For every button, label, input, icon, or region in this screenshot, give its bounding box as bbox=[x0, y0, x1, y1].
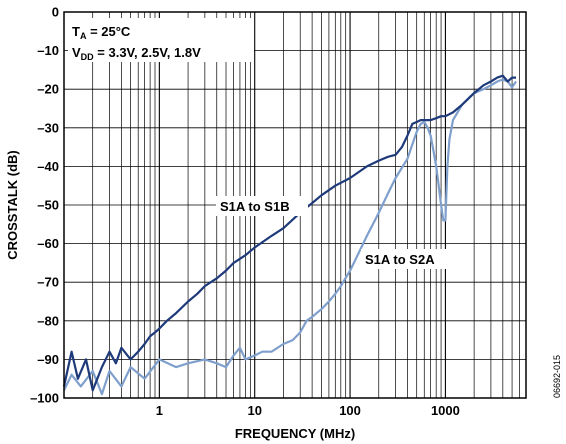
series-line-2 bbox=[63, 78, 517, 396]
y-axis-title: CROSSTALK (dB) bbox=[5, 150, 20, 260]
y-tick-label: –40 bbox=[37, 159, 59, 174]
y-tick-label: –90 bbox=[37, 352, 59, 367]
annotation-background bbox=[68, 18, 254, 62]
vdd-rest: = 3.3V, 2.5V, 1.8V bbox=[94, 45, 201, 60]
ta-subscript: A bbox=[80, 31, 87, 41]
series-label-s1a-s2a: S1A to S2A bbox=[365, 252, 435, 267]
y-tick-label: –30 bbox=[37, 120, 59, 135]
x-tick-label: 1000 bbox=[431, 403, 460, 418]
x-tick-label: 100 bbox=[339, 403, 361, 418]
vdd-subscript: DD bbox=[81, 52, 94, 62]
x-tick-label: 10 bbox=[247, 403, 261, 418]
y-tick-label: –50 bbox=[37, 198, 59, 213]
series-label-background-2 bbox=[361, 249, 453, 269]
y-tick-label: 0 bbox=[52, 5, 59, 20]
ta-rest: = 25°C bbox=[86, 24, 130, 39]
series-label-s1a-s1b: S1A to S1B bbox=[220, 199, 290, 214]
vdd-main: V bbox=[72, 45, 81, 60]
y-tick-label: –10 bbox=[37, 43, 59, 58]
figure-id: 06692-015 bbox=[552, 355, 562, 398]
y-tick-label: –70 bbox=[37, 275, 59, 290]
x-tick-label: 1 bbox=[156, 403, 163, 418]
temperature-annotation: TA = 25°C bbox=[72, 24, 131, 41]
x-tick-labels: 1 10 100 1000 bbox=[156, 403, 460, 418]
plot-frame bbox=[63, 11, 527, 399]
y-tick-label: –20 bbox=[37, 82, 59, 97]
y-tick-label: –60 bbox=[37, 236, 59, 251]
vdd-annotation: VDD = 3.3V, 2.5V, 1.8V bbox=[72, 45, 201, 62]
x-axis-title: FREQUENCY (MHz) bbox=[235, 426, 355, 441]
y-tick-label: –100 bbox=[30, 391, 59, 406]
ta-main: T bbox=[72, 24, 80, 39]
y-tick-labels: 0 –10 –20 –30 –40 –50 –60 –70 –80 –90 –100 bbox=[30, 5, 59, 406]
y-tick-label: –80 bbox=[37, 313, 59, 328]
series-label-background-1 bbox=[216, 196, 308, 216]
